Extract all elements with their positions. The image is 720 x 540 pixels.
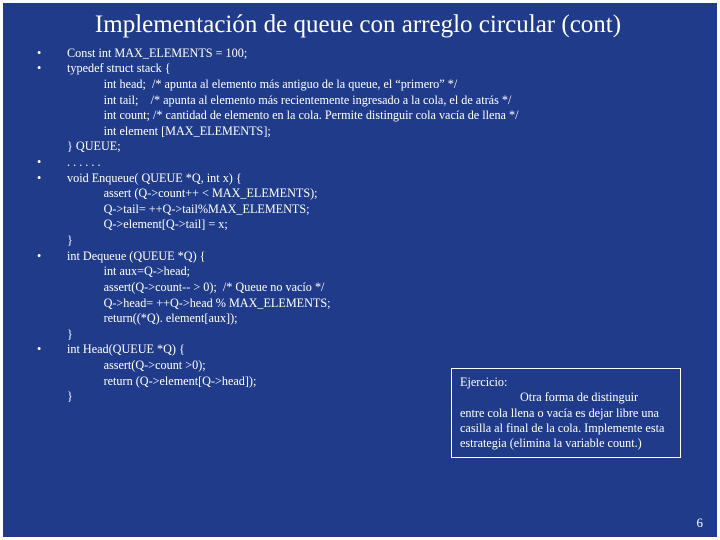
- code-text: int count; /* cantidad de elemento en la…: [67, 108, 701, 124]
- bullet-marker: [33, 77, 67, 93]
- bullet-marker: [33, 311, 67, 327]
- bullet-marker: [33, 389, 67, 405]
- bullet-marker: [33, 108, 67, 124]
- exercise-body-rest: entre cola llena o vacía es dejar libre …: [460, 406, 664, 451]
- code-text: Q->element[Q->tail] = x;: [67, 217, 701, 233]
- bullet-marker: •: [33, 155, 67, 171]
- bullet-marker: •: [33, 61, 67, 77]
- bullet-marker: [33, 374, 67, 390]
- code-text: assert(Q->count-- > 0); /* Queue no vací…: [67, 280, 701, 296]
- bullet-marker: [33, 93, 67, 109]
- bullet-marker: •: [33, 342, 67, 358]
- exercise-box: Ejercicio: Otra forma de distinguir entr…: [451, 368, 681, 458]
- code-text: Q->head= ++Q->head % MAX_ELEMENTS;: [67, 296, 701, 312]
- exercise-body-line1: Otra forma de distinguir: [460, 390, 672, 405]
- bullet-marker: [33, 202, 67, 218]
- slide-title: Implementación de queue con arreglo circ…: [33, 11, 683, 40]
- code-line: Q->element[Q->tail] = x;: [33, 217, 701, 233]
- code-line: }: [33, 233, 701, 249]
- code-line: int tail; /* apunta al elemento más reci…: [33, 93, 701, 109]
- code-text: Const int MAX_ELEMENTS = 100;: [67, 46, 701, 62]
- code-text: . . . . . .: [67, 155, 701, 171]
- code-line: return((*Q). element[aux]);: [33, 311, 701, 327]
- page-number: 6: [697, 515, 704, 531]
- code-text: }: [67, 233, 701, 249]
- bullet-marker: [33, 296, 67, 312]
- code-line: •int Head(QUEUE *Q) {: [33, 342, 701, 358]
- code-line: int head; /* apunta al elemento más anti…: [33, 77, 701, 93]
- code-line: int count; /* cantidad de elemento en la…: [33, 108, 701, 124]
- code-line: int element [MAX_ELEMENTS];: [33, 124, 701, 140]
- code-text: int tail; /* apunta al elemento más reci…: [67, 93, 701, 109]
- code-line: •. . . . . .: [33, 155, 701, 171]
- code-line: int aux=Q->head;: [33, 264, 701, 280]
- code-text: assert (Q->count++ < MAX_ELEMENTS);: [67, 186, 701, 202]
- bullet-marker: •: [33, 249, 67, 265]
- code-line: Q->head= ++Q->head % MAX_ELEMENTS;: [33, 296, 701, 312]
- code-text: void Enqueue( QUEUE *Q, int x) {: [67, 171, 701, 187]
- code-text: return((*Q). element[aux]);: [67, 311, 701, 327]
- code-line: •void Enqueue( QUEUE *Q, int x) {: [33, 171, 701, 187]
- bullet-marker: [33, 139, 67, 155]
- code-text: Q->tail= ++Q->tail%MAX_ELEMENTS;: [67, 202, 701, 218]
- bullet-marker: [33, 217, 67, 233]
- code-text: int head; /* apunta al elemento más anti…: [67, 77, 701, 93]
- code-line: •int Dequeue (QUEUE *Q) {: [33, 249, 701, 265]
- code-text: typedef struct stack {: [67, 61, 701, 77]
- code-text: int Dequeue (QUEUE *Q) {: [67, 249, 701, 265]
- bullet-marker: [33, 124, 67, 140]
- code-line: } QUEUE;: [33, 139, 701, 155]
- code-line: •Const int MAX_ELEMENTS = 100;: [33, 46, 701, 62]
- code-text: int Head(QUEUE *Q) {: [67, 342, 701, 358]
- bullet-marker: [33, 186, 67, 202]
- bullet-marker: [33, 233, 67, 249]
- slide: Implementación de queue con arreglo circ…: [3, 3, 717, 537]
- code-line: assert (Q->count++ < MAX_ELEMENTS);: [33, 186, 701, 202]
- code-text: int aux=Q->head;: [67, 264, 701, 280]
- code-line: •typedef struct stack {: [33, 61, 701, 77]
- bullet-marker: [33, 280, 67, 296]
- code-line: Q->tail= ++Q->tail%MAX_ELEMENTS;: [33, 202, 701, 218]
- code-line: }: [33, 327, 701, 343]
- bullet-marker: [33, 358, 67, 374]
- code-text: int element [MAX_ELEMENTS];: [67, 124, 701, 140]
- bullet-marker: •: [33, 46, 67, 62]
- code-block: •Const int MAX_ELEMENTS = 100;•typedef s…: [33, 46, 701, 405]
- bullet-marker: [33, 327, 67, 343]
- bullet-marker: •: [33, 171, 67, 187]
- code-line: assert(Q->count-- > 0); /* Queue no vací…: [33, 280, 701, 296]
- code-text: } QUEUE;: [67, 139, 701, 155]
- exercise-label: Ejercicio:: [460, 375, 507, 389]
- bullet-marker: [33, 264, 67, 280]
- code-text: }: [67, 327, 701, 343]
